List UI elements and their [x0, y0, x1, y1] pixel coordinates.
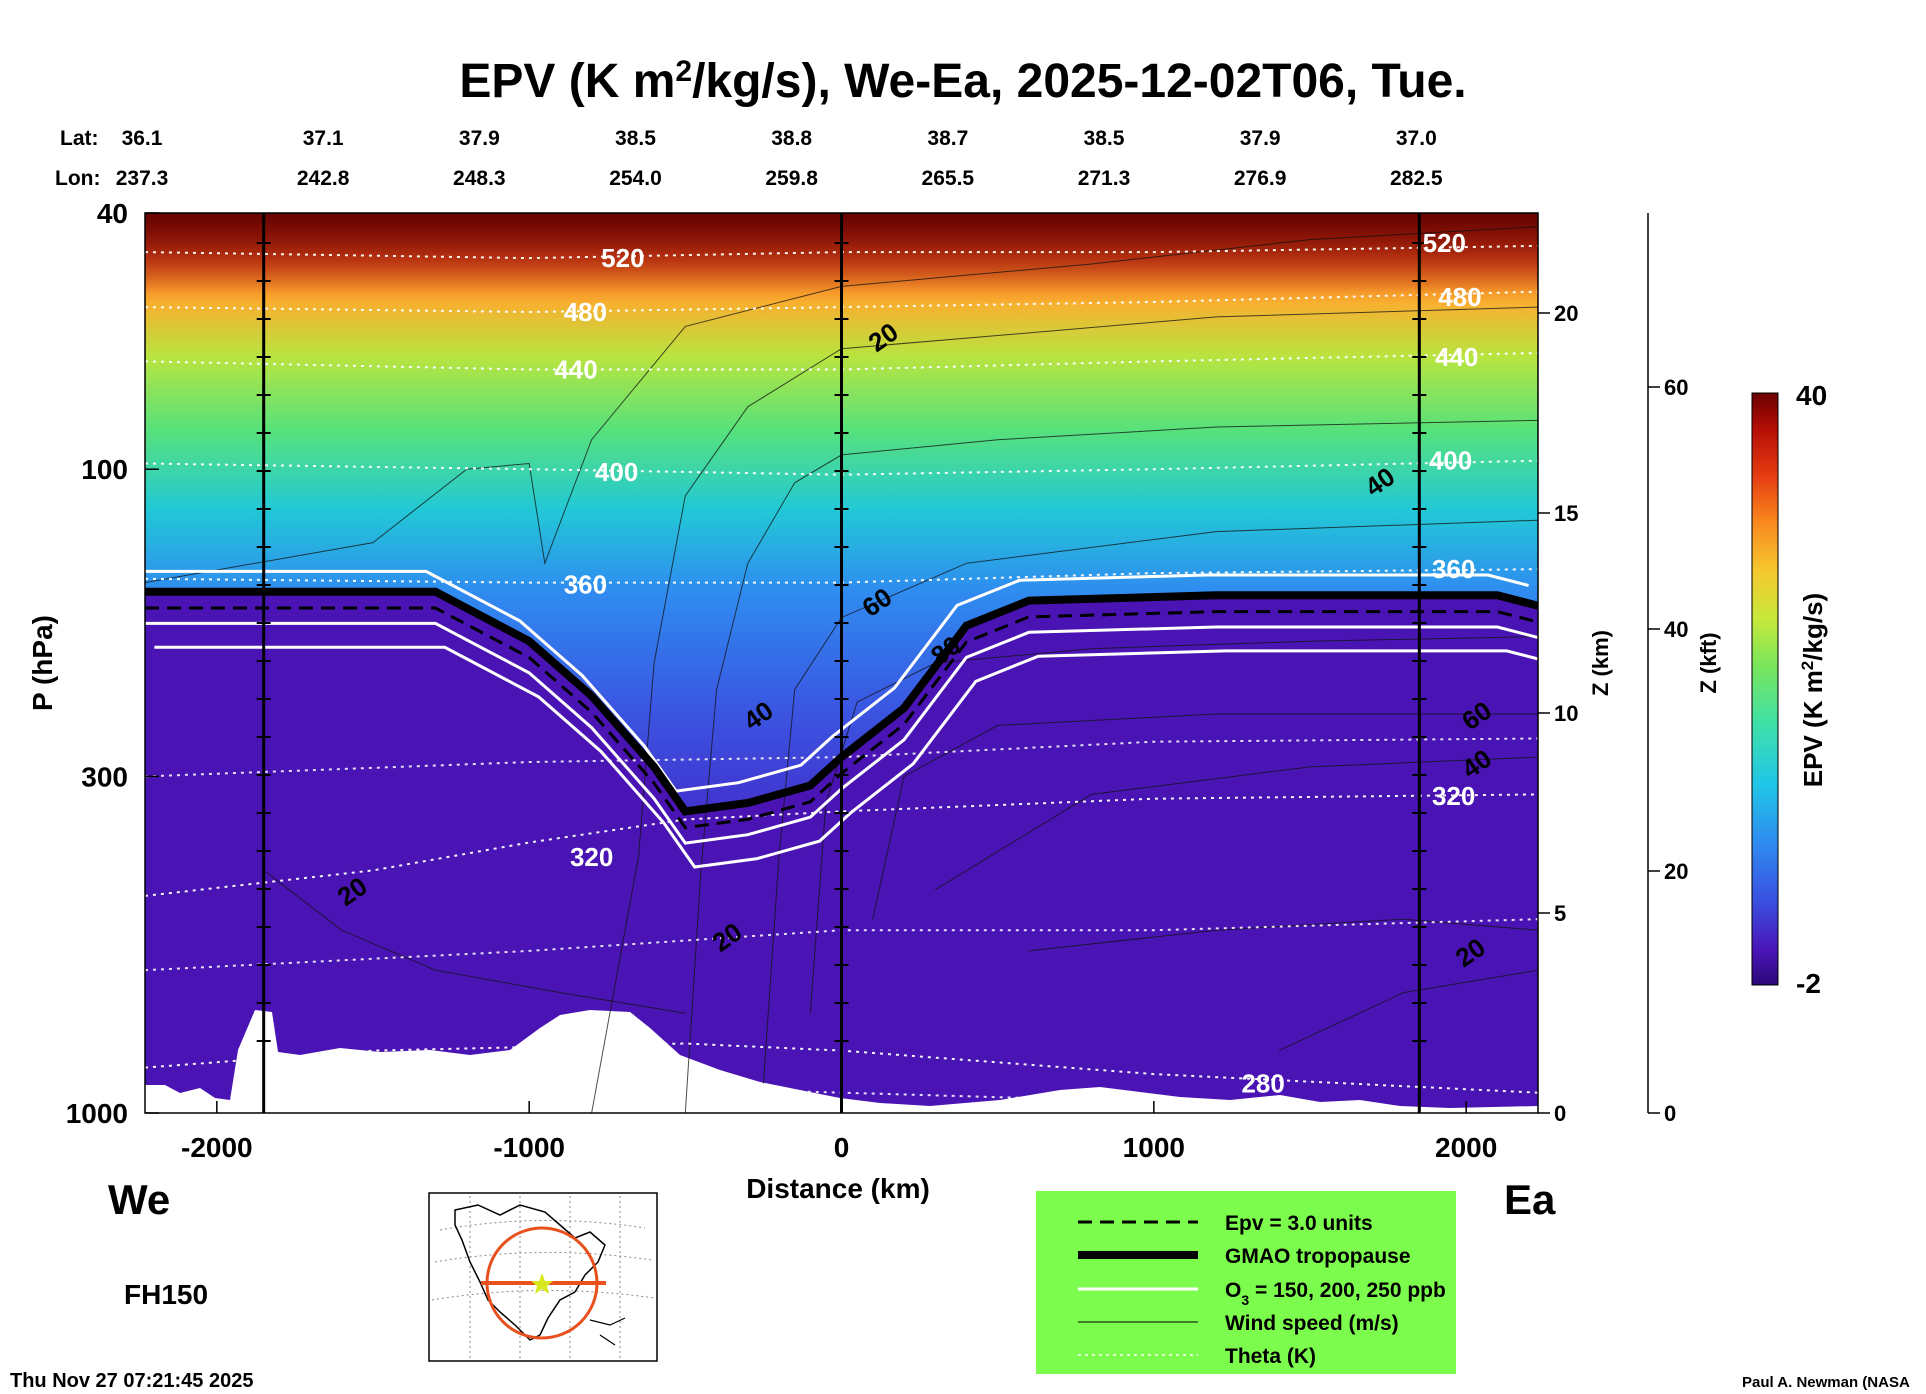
theta-label-400-1: 400	[1429, 446, 1472, 476]
station-lon-1: 242.8	[297, 167, 350, 190]
ozone-contour-0	[145, 569, 1529, 793]
station-lat-5: 38.7	[927, 127, 968, 150]
wind-speed-contour-1	[591, 306, 1538, 1113]
wind-speed-contour-7	[263, 870, 686, 1014]
colorbar-label: EPV (K m2/kg/s)	[1798, 593, 1829, 787]
y-tick-label-3: 1000	[66, 1098, 128, 1129]
station-lat-6: 38.5	[1084, 127, 1125, 150]
wind-speed-contour-9	[1278, 969, 1538, 1052]
station-lon-3: 254.0	[609, 167, 662, 190]
z-kft-tick-label-0: 0	[1664, 1101, 1676, 1126]
station-lon-5: 265.5	[922, 167, 975, 190]
station-lon-8: 282.5	[1390, 167, 1443, 190]
z-km-tick-label-2: 10	[1554, 701, 1578, 726]
east-end-label: Ea	[1504, 1176, 1556, 1223]
station-lat-0: 36.1	[122, 127, 163, 150]
theta-label-520-0: 520	[601, 243, 644, 273]
colorbar-min-label: -2	[1796, 968, 1821, 999]
y-tick-label-0: 40	[97, 198, 128, 229]
x-tick-label-4: 2000	[1435, 1132, 1497, 1163]
station-lat-4: 38.8	[771, 127, 812, 150]
legend-wind-label: Wind speed (m/s)	[1225, 1312, 1399, 1335]
theta-contour-labels: 520 520 480 480 440 440 400 400 360 360 320 320 280	[554, 228, 1481, 1099]
legend-epv-label: Epv = 3.0 units	[1225, 1212, 1373, 1235]
theta-contour-280	[145, 1042, 1538, 1094]
z-km-tick-label-1: 5	[1554, 901, 1566, 926]
x-tick-label-2: 0	[834, 1132, 850, 1163]
station-lat-7: 37.9	[1240, 127, 1281, 150]
station-lon-6: 271.3	[1078, 167, 1131, 190]
z-km-tick-label-4: 20	[1554, 301, 1578, 326]
theta-label-360-0: 360	[564, 569, 607, 599]
z-kft-tick-label-3: 60	[1664, 375, 1688, 400]
x-axis: -2000 -1000 0 1000 2000	[181, 1101, 1497, 1163]
wind-speed-contour-8	[1028, 918, 1538, 952]
theta-label-440-1: 440	[1435, 342, 1478, 372]
station-labels: 36.1 237.3 37.1 242.8 37.9 248.3 38.5 254.0 38.8…	[116, 127, 1443, 190]
ozone-contours	[145, 569, 1538, 869]
station-lat-1: 37.1	[303, 127, 344, 150]
wind-speed-contour-0	[145, 226, 1538, 584]
epv-3-unit-contour	[145, 606, 1538, 830]
z-kft-tick-label-1: 20	[1664, 859, 1688, 884]
theta-label-320-1: 320	[1432, 781, 1475, 811]
z-kft-axis-label: Z (kft)	[1696, 632, 1721, 693]
legend-theta-label: Theta (K)	[1225, 1345, 1316, 1368]
forecast-hour-label: FH150	[124, 1279, 208, 1310]
z-km-tick-label-3: 15	[1554, 501, 1578, 526]
legend-ozone-label: O3 = 150, 200, 250 ppb	[1225, 1279, 1446, 1308]
theta-label-400-0: 400	[595, 457, 638, 487]
station-lon-4: 259.8	[765, 167, 818, 190]
theta-label-320-0: 320	[570, 842, 613, 872]
z-kft-tick-label-2: 40	[1664, 617, 1688, 642]
gmao-tropopause-line	[145, 587, 1538, 816]
lat-row-label: Lat:	[60, 127, 99, 150]
ozone-contour-1	[145, 621, 1538, 845]
theta-label-480-1: 480	[1438, 282, 1481, 312]
credit: Paul A. Newman (NASA	[1742, 1374, 1910, 1391]
ozone-contour-2	[154, 645, 1538, 869]
colorbar	[1751, 392, 1779, 986]
colorbar-max-label: 40	[1796, 380, 1827, 411]
wind-speed-contour-5	[872, 713, 1538, 920]
x-axis-label: Distance (km)	[746, 1173, 930, 1204]
station-lon-0: 237.3	[116, 167, 169, 190]
z-km-axis: 0 5 10 15 20	[1538, 301, 1578, 1126]
globe-map-icon	[428, 1192, 658, 1362]
z-km-axis-label: Z (km)	[1588, 630, 1613, 696]
theta-label-440-0: 440	[554, 354, 597, 384]
terrain-mask	[145, 1010, 1538, 1113]
legend: Epv = 3.0 units GMAO tropopause O3 = 150…	[1078, 1212, 1446, 1368]
station-lon-7: 276.9	[1234, 167, 1287, 190]
x-tick-label-3: 1000	[1123, 1132, 1185, 1163]
timestamp: Thu Nov 27 07:21:45 2025	[10, 1370, 253, 1392]
station-lat-3: 38.5	[615, 127, 656, 150]
station-lon-2: 248.3	[453, 167, 506, 190]
theta-label-280-0: 280	[1241, 1069, 1284, 1099]
y-tick-label-1: 100	[81, 454, 128, 485]
lon-row-label: Lon:	[55, 167, 100, 190]
z-kft-axis: 0 20 40 60	[1648, 375, 1688, 1126]
chart-title: EPV (K m2/kg/s), We-Ea, 2025-12-02T06, T…	[459, 55, 1466, 109]
x-tick-label-1: -1000	[493, 1132, 565, 1163]
y-tick-label-2: 300	[81, 761, 128, 792]
station-lat-2: 37.9	[459, 127, 500, 150]
theta-label-520-1: 520	[1423, 228, 1466, 258]
x-tick-label-0: -2000	[181, 1132, 253, 1163]
y-axis-label: P (hPa)	[27, 615, 58, 711]
legend-tropopause-label: GMAO tropopause	[1225, 1245, 1411, 1268]
west-end-label: We	[108, 1176, 170, 1223]
y-axis: 40 100 300 1000	[66, 198, 159, 1129]
station-vertical-lines	[256, 213, 1427, 1113]
z-km-tick-label-0: 0	[1554, 1101, 1566, 1126]
theta-contour-320	[145, 793, 1538, 897]
wind-speed-contour-6	[934, 756, 1538, 891]
station-lat-8: 37.0	[1396, 127, 1437, 150]
theta-label-480-0: 480	[564, 297, 607, 327]
theta-label-360-1: 360	[1432, 554, 1475, 584]
